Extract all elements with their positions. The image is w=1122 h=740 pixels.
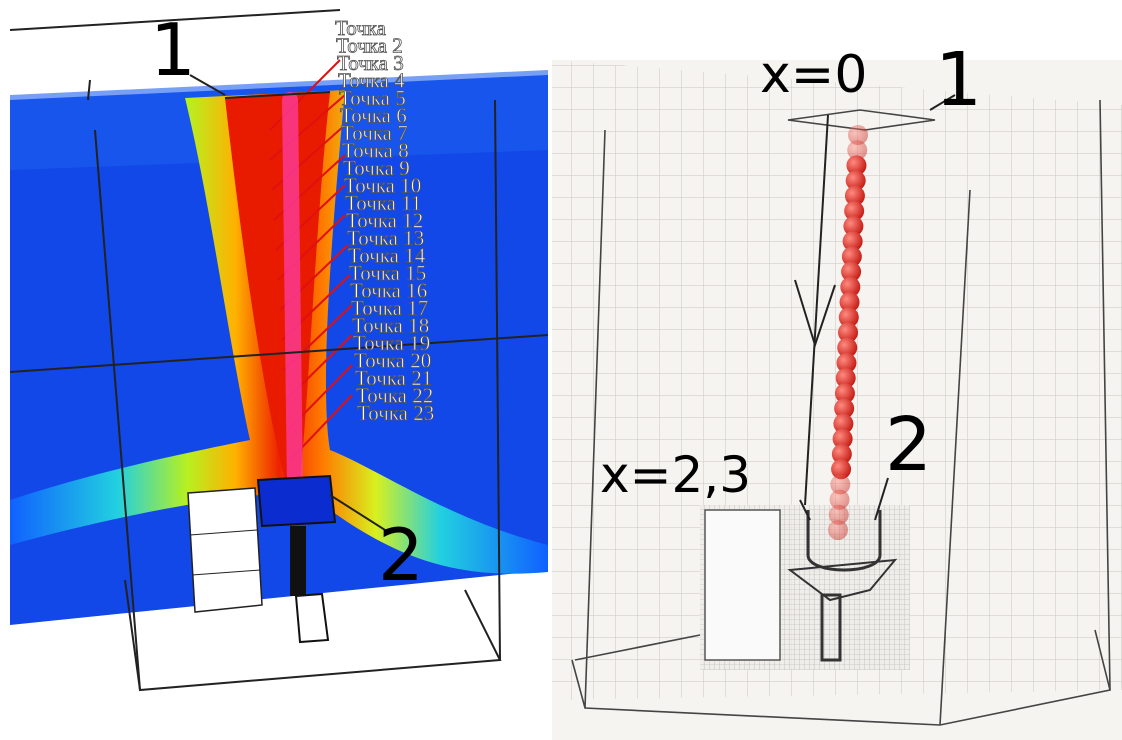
outlet-label-right: 2 (885, 402, 932, 488)
figure: 1 2 ТочкаТочка 2Точка 3Точка 4Точка 5Точ… (0, 0, 1122, 740)
x-end-label: x=2,3 (600, 446, 751, 504)
right-panel: x=0 1 x=2,3 2 (552, 37, 1122, 740)
outlet-label: 2 (378, 513, 424, 597)
point-label: Точка 23 (357, 401, 434, 425)
x-start-label: x=0 (760, 45, 867, 105)
probe-line (290, 100, 295, 490)
inlet-label-right: 1 (935, 37, 982, 123)
inlet-label: 1 (150, 8, 196, 92)
particle (828, 520, 848, 540)
